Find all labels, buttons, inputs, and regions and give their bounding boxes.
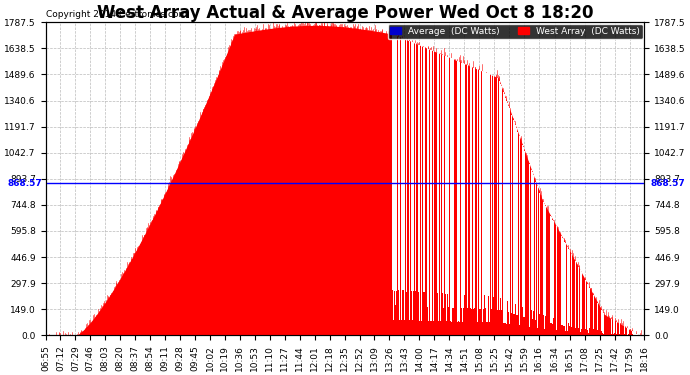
Legend: Average  (DC Watts), West Array  (DC Watts): Average (DC Watts), West Array (DC Watts… — [388, 24, 642, 39]
Text: 868.57: 868.57 — [8, 179, 43, 188]
Title: West Array Actual & Average Power Wed Oct 8 18:20: West Array Actual & Average Power Wed Oc… — [97, 4, 593, 22]
Text: 868.57: 868.57 — [650, 179, 684, 188]
Text: Copyright 2014 Certronics.com: Copyright 2014 Certronics.com — [46, 10, 187, 19]
